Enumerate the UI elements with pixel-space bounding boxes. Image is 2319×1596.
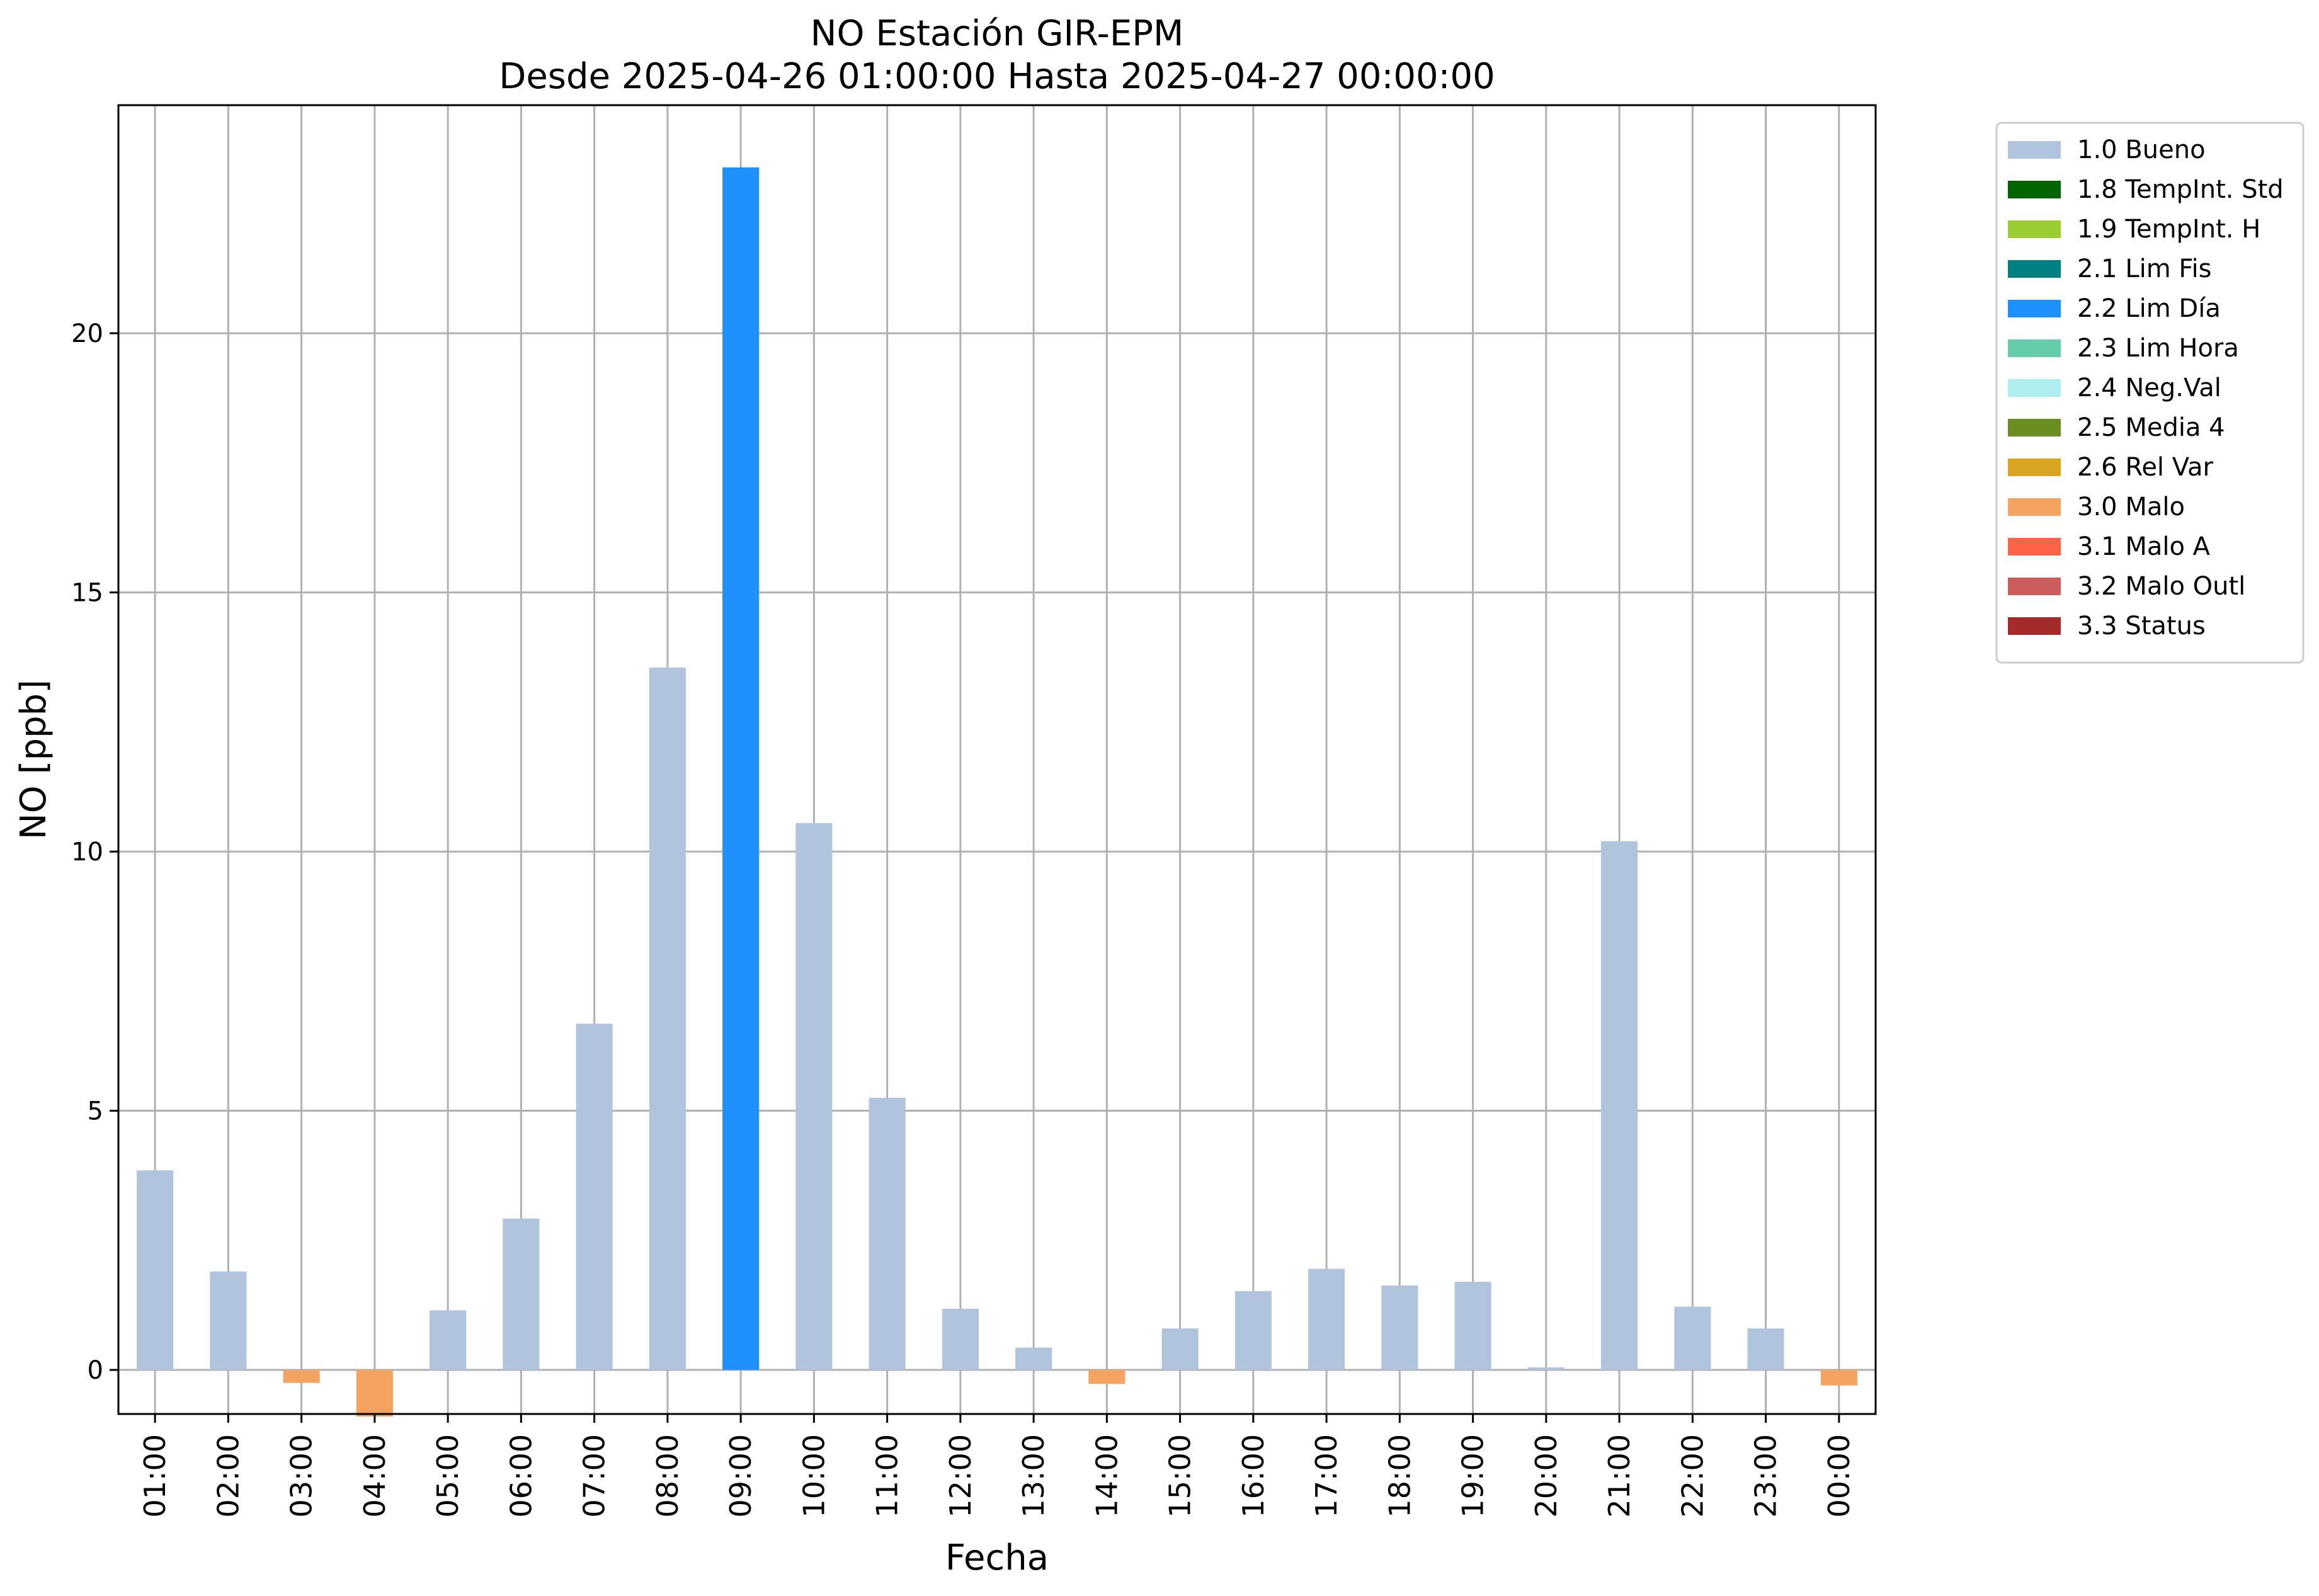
bar-0800 (649, 667, 686, 1371)
legend-swatch (2008, 498, 2061, 516)
y-tick-label: 10 (71, 838, 103, 867)
x-tick-label: 05:00 (431, 1434, 465, 1518)
legend-label: 2.4 Neg.Val (2077, 373, 2221, 402)
legend-swatch (2008, 617, 2061, 635)
bar-0500 (430, 1310, 467, 1371)
legend-swatch (2008, 141, 2061, 159)
bar-1800 (1381, 1285, 1418, 1371)
bar-1200 (942, 1308, 979, 1371)
y-tick-label: 15 (71, 579, 103, 608)
bar-1000 (795, 823, 833, 1371)
legend-label: 1.0 Bueno (2077, 135, 2206, 164)
bar-0700 (576, 1023, 613, 1371)
bar-0300 (283, 1370, 320, 1383)
x-tick-label: 00:00 (1822, 1434, 1856, 1518)
legend-frame (1995, 122, 2305, 664)
legend-label: 3.3 Status (2077, 612, 2206, 641)
plot-frame (117, 104, 1877, 1415)
bar-0000 (1820, 1370, 1857, 1386)
legend-label: 2.1 Lim Fis (2077, 254, 2211, 283)
x-tick-label: 07:00 (578, 1434, 612, 1518)
x-tick-label: 01:00 (138, 1434, 172, 1518)
bar-1700 (1308, 1268, 1345, 1371)
x-tick-label: 20:00 (1529, 1434, 1563, 1518)
legend-swatch (2008, 339, 2061, 357)
bar-0600 (503, 1218, 540, 1371)
x-tick-label: 04:00 (358, 1434, 392, 1518)
x-tick-label: 21:00 (1602, 1434, 1636, 1518)
bar-1300 (1015, 1347, 1052, 1371)
bar-1100 (869, 1097, 906, 1371)
legend-label: 1.8 TempInt. Std (2077, 175, 2284, 204)
bar-2000 (1527, 1367, 1564, 1371)
chart-title: NO Estación GIR-EPM (811, 13, 1184, 54)
x-tick-label: 12:00 (943, 1434, 977, 1518)
x-tick-label: 17:00 (1309, 1434, 1343, 1518)
legend-swatch (2008, 459, 2061, 476)
y-ticks: 0 5 10 15 20 (71, 319, 118, 1385)
x-tick-label: 03:00 (285, 1434, 319, 1518)
x-tick-label: 08:00 (651, 1434, 685, 1518)
x-tick-label: 14:00 (1090, 1434, 1124, 1518)
legend-label: 2.2 Lim Día (2077, 294, 2221, 323)
x-tick-label: 18:00 (1382, 1434, 1416, 1518)
legend: 1.0 Bueno 1.8 TempInt. Std 1.9 TempInt. H 2… (1995, 122, 2305, 664)
chart-subtitle: Desde 2025-04-26 01:00:00 Hasta 2025-04-… (499, 56, 1495, 97)
y-tick-label: 0 (88, 1356, 103, 1385)
bar-1400 (1088, 1370, 1125, 1384)
y-tick-label: 5 (88, 1097, 103, 1126)
legend-swatch (2008, 181, 2061, 198)
legend-swatch (2008, 419, 2061, 436)
legend-swatch (2008, 300, 2061, 317)
legend-swatch (2008, 260, 2061, 278)
legend-label: 3.1 Malo A (2077, 532, 2211, 561)
bar-2300 (1747, 1328, 1784, 1371)
legend-swatch (2008, 538, 2061, 556)
bar-2100 (1601, 841, 1638, 1371)
x-tick-label: 06:00 (504, 1434, 538, 1518)
x-tick-label: 22:00 (1675, 1434, 1709, 1518)
x-tick-label: 19:00 (1456, 1434, 1490, 1518)
bar-1600 (1234, 1291, 1272, 1371)
bar-0100 (137, 1170, 174, 1371)
bar-0400 (356, 1370, 393, 1417)
x-axis-label: Fecha (945, 1537, 1049, 1578)
y-tick-label: 20 (71, 319, 103, 348)
bar-2200 (1674, 1306, 1711, 1371)
legend-label: 2.3 Lim Hora (2077, 334, 2239, 363)
legend-label: 3.2 Malo Outl (2077, 572, 2245, 601)
legend-swatch (2008, 578, 2061, 595)
x-ticks: 01:00 02:00 03:00 04:00 05:00 06:00 07:00 08:00… (138, 1414, 1856, 1518)
legend-label: 1.9 TempInt. H (2077, 215, 2260, 244)
x-tick-label: 09:00 (724, 1434, 758, 1518)
legend-label: 2.6 Rel Var (2077, 453, 2214, 482)
legend-label: 2.5 Media 4 (2077, 413, 2225, 442)
x-tick-label: 10:00 (797, 1434, 831, 1518)
bars (137, 167, 1857, 1417)
x-tick-label: 23:00 (1749, 1434, 1783, 1518)
x-tick-label: 13:00 (1017, 1434, 1051, 1518)
legend-swatch (2008, 220, 2061, 238)
x-tick-label: 16:00 (1236, 1434, 1270, 1518)
bar-1500 (1161, 1328, 1199, 1371)
x-tick-label: 11:00 (870, 1434, 904, 1518)
bar-1900 (1454, 1282, 1491, 1371)
x-tick-label: 02:00 (211, 1434, 245, 1518)
bar-0900 (722, 167, 760, 1371)
legend-swatch (2008, 379, 2061, 397)
legend-label: 3.0 Malo (2077, 493, 2185, 522)
y-axis-label: NO [ppb] (13, 680, 54, 840)
x-tick-label: 15:00 (1163, 1434, 1197, 1518)
bar-0200 (210, 1271, 247, 1371)
